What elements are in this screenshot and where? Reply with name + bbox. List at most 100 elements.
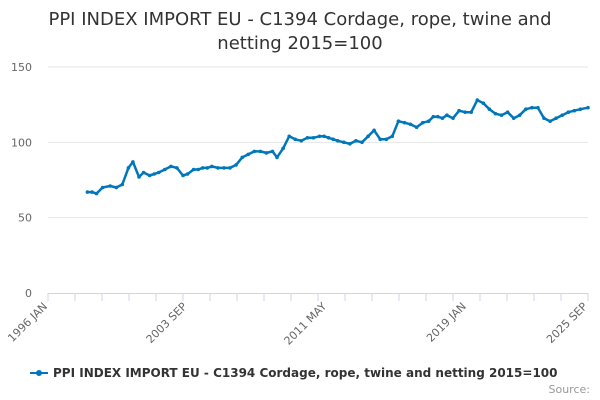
- data-point[interactable]: [287, 134, 292, 139]
- data-point[interactable]: [120, 182, 125, 187]
- data-point[interactable]: [560, 113, 564, 117]
- data-point[interactable]: [554, 116, 558, 120]
- y-axis-tick-labels: 0 50 100 150: [11, 61, 32, 300]
- data-point[interactable]: [335, 139, 340, 143]
- data-point[interactable]: [360, 140, 364, 145]
- data-point[interactable]: [505, 110, 510, 114]
- chart-title-line-2: netting 2015=100: [217, 33, 383, 54]
- data-point[interactable]: [542, 116, 546, 120]
- source-credit[interactable]: Source:: [548, 383, 591, 396]
- data-point[interactable]: [457, 108, 461, 113]
- data-point[interactable]: [152, 172, 156, 176]
- data-point[interactable]: [196, 167, 200, 172]
- y-tick-label: 50: [18, 212, 32, 225]
- data-point[interactable]: [445, 113, 449, 117]
- data-point[interactable]: [156, 170, 161, 175]
- data-point[interactable]: [270, 149, 275, 154]
- data-point[interactable]: [469, 110, 474, 114]
- data-point[interactable]: [530, 105, 534, 110]
- chart-title: PPI INDEX IMPORT EU - C1394 Cordage, rop…: [0, 8, 600, 56]
- data-point[interactable]: [216, 166, 220, 170]
- data-point[interactable]: [85, 190, 90, 194]
- x-tick-label: 2003 SEP: [144, 300, 190, 346]
- data-point[interactable]: [137, 175, 141, 179]
- data-point[interactable]: [384, 137, 389, 142]
- data-point[interactable]: [578, 107, 583, 111]
- data-point[interactable]: [436, 114, 440, 119]
- data-point[interactable]: [402, 120, 407, 125]
- data-point[interactable]: [200, 166, 205, 170]
- data-point[interactable]: [258, 149, 263, 154]
- data-point[interactable]: [147, 173, 152, 178]
- data-point[interactable]: [342, 140, 346, 145]
- data-point[interactable]: [234, 163, 238, 167]
- data-point[interactable]: [331, 137, 336, 142]
- data-point[interactable]: [94, 191, 99, 196]
- data-point[interactable]: [463, 110, 467, 114]
- data-point[interactable]: [90, 190, 94, 194]
- data-point[interactable]: [408, 122, 413, 127]
- data-point[interactable]: [114, 185, 119, 190]
- data-point[interactable]: [390, 134, 395, 139]
- data-point[interactable]: [299, 139, 304, 143]
- data-point[interactable]: [586, 105, 590, 110]
- data-point[interactable]: [317, 134, 322, 139]
- data-point[interactable]: [205, 166, 210, 170]
- data-point[interactable]: [100, 185, 105, 190]
- data-point[interactable]: [305, 136, 310, 140]
- data-point[interactable]: [185, 172, 190, 176]
- data-point[interactable]: [372, 128, 376, 133]
- data-point[interactable]: [181, 173, 185, 178]
- x-axis-tick-labels: 1996 JAN 2003 SEP 2011 MAY 2019 JAN 2025 SEP: [5, 300, 590, 348]
- data-point[interactable]: [426, 119, 431, 123]
- data-point[interactable]: [348, 142, 352, 146]
- data-point[interactable]: [275, 155, 279, 160]
- data-point[interactable]: [169, 164, 173, 169]
- data-point[interactable]: [311, 136, 316, 140]
- data-point[interactable]: [108, 184, 112, 188]
- data-point[interactable]: [572, 108, 577, 113]
- series-line[interactable]: [86, 98, 590, 195]
- data-point[interactable]: [524, 107, 528, 111]
- data-point[interactable]: [322, 134, 326, 139]
- data-point[interactable]: [396, 119, 401, 123]
- data-point[interactable]: [378, 137, 383, 142]
- data-point[interactable]: [246, 152, 250, 157]
- data-point[interactable]: [281, 146, 285, 151]
- data-point[interactable]: [228, 166, 232, 170]
- data-point[interactable]: [481, 101, 486, 105]
- data-point[interactable]: [511, 116, 516, 120]
- data-point[interactable]: [493, 111, 498, 116]
- data-point[interactable]: [264, 151, 269, 155]
- data-point[interactable]: [420, 120, 425, 125]
- data-point[interactable]: [475, 98, 480, 102]
- data-point[interactable]: [566, 110, 571, 114]
- data-point[interactable]: [536, 105, 540, 110]
- y-tick-label: 100: [11, 136, 32, 149]
- legend-label: PPI INDEX IMPORT EU - C1394 Cordage, rop…: [53, 366, 558, 380]
- data-point[interactable]: [451, 116, 455, 120]
- data-point[interactable]: [131, 160, 135, 164]
- legend-item[interactable]: PPI INDEX IMPORT EU - C1394 Cordage, rop…: [30, 363, 558, 383]
- data-point[interactable]: [548, 119, 552, 123]
- data-point[interactable]: [240, 155, 244, 160]
- data-point[interactable]: [163, 167, 167, 172]
- data-point[interactable]: [126, 166, 131, 170]
- data-point[interactable]: [326, 136, 331, 140]
- data-point[interactable]: [366, 134, 370, 139]
- data-point[interactable]: [414, 125, 419, 130]
- data-point[interactable]: [252, 149, 257, 154]
- data-point[interactable]: [210, 164, 214, 169]
- data-point[interactable]: [293, 137, 298, 142]
- data-point[interactable]: [354, 139, 358, 143]
- data-point[interactable]: [517, 113, 522, 117]
- y-tick-label: 150: [11, 61, 32, 74]
- data-point[interactable]: [499, 113, 504, 117]
- data-point[interactable]: [487, 107, 492, 111]
- data-point[interactable]: [222, 166, 226, 170]
- data-point[interactable]: [440, 116, 445, 120]
- data-point[interactable]: [141, 170, 146, 175]
- data-point[interactable]: [431, 114, 436, 119]
- data-point[interactable]: [191, 167, 196, 172]
- data-point[interactable]: [175, 166, 179, 170]
